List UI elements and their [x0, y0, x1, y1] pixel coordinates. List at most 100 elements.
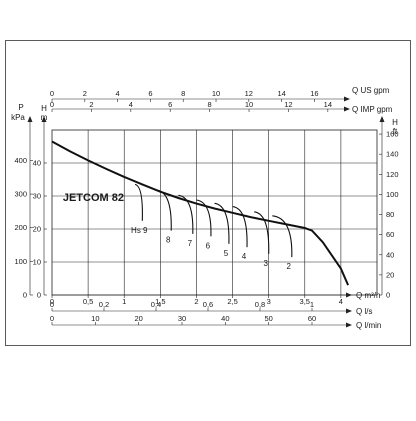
suction-curve: [196, 199, 212, 237]
suction-curve-label: Hs 9: [131, 226, 148, 235]
h-right-axis-unit: ft: [393, 127, 398, 136]
us-gpm-axis-arrow: [344, 96, 350, 102]
p-axis-arrow: [27, 116, 33, 122]
us-gpm-tick-label: 6: [148, 89, 152, 98]
ls-tick-label: 0,2: [99, 300, 109, 309]
h-right-tick-label: 140: [386, 150, 399, 159]
ls-tick-label: 0,4: [151, 300, 161, 309]
imp-gpm-tick-label: 10: [245, 100, 253, 109]
h-right-tick-label: 120: [386, 170, 399, 179]
us-gpm-tick-label: 8: [181, 89, 185, 98]
plot-area: [51, 129, 378, 296]
lmin-tick-label: 60: [308, 314, 316, 323]
lmin-axis-title: Q l/min: [356, 321, 381, 330]
chart-title: JETCOM 82: [63, 192, 124, 204]
suction-curve: [214, 202, 230, 244]
suction-curve: [232, 206, 248, 248]
ls-axis-title: Q l/s: [356, 307, 372, 316]
suction-curve-label: 8: [166, 236, 171, 245]
us-gpm-tick-label: 16: [310, 89, 318, 98]
m3h-tick-label: 1: [122, 297, 126, 306]
us-gpm-tick-label: 2: [83, 89, 87, 98]
h-left-tick-label: 0: [37, 291, 41, 300]
h-left-tick-label: 10: [33, 258, 41, 267]
us-gpm-tick-label: 10: [212, 89, 220, 98]
suction-curve: [272, 215, 293, 258]
labels-layer: 0100200300400010203040PkPaHm020406080100…: [11, 86, 398, 330]
ls-tick-label: 0: [50, 300, 54, 309]
suction-curve-label: 3: [263, 259, 268, 268]
h-right-tick-label: 40: [386, 250, 394, 259]
m3h-tick-label: 3: [267, 297, 271, 306]
m3h-tick-label: 2: [194, 297, 198, 306]
h-right-tick-label: 160: [386, 130, 399, 139]
outer-frame: [5, 40, 411, 346]
p-axis-title: P: [18, 103, 23, 112]
suction-curve: [254, 211, 270, 254]
h-right-tick-label: 100: [386, 190, 399, 199]
curves-layer: [51, 140, 350, 286]
imp-gpm-tick-label: 14: [324, 100, 332, 109]
imp-gpm-tick-label: 0: [50, 100, 54, 109]
us-gpm-tick-label: 12: [245, 89, 253, 98]
ls-tick-label: 0,6: [203, 300, 213, 309]
h-right-axis-arrow: [379, 116, 385, 122]
lmin-axis-arrow: [346, 322, 352, 328]
m3h-axis-title: Q m³/h: [356, 291, 380, 300]
p-tick-label: 400: [14, 156, 27, 165]
axes-layer: [27, 96, 385, 328]
h-left-axis-title: H: [41, 104, 47, 113]
imp-gpm-tick-label: 6: [168, 100, 172, 109]
h-right-axis-title: H: [392, 118, 398, 127]
suction-curve-label: 6: [206, 241, 211, 250]
imp-gpm-tick-label: 4: [129, 100, 133, 109]
h-left-axis-unit: m: [41, 113, 48, 122]
us-gpm-axis-title: Q US gpm: [352, 86, 390, 95]
m3h-tick-label: 1,5: [155, 297, 165, 306]
h-left-tick-label: 20: [33, 225, 41, 234]
imp-gpm-tick-label: 2: [89, 100, 93, 109]
p-tick-label: 300: [14, 190, 27, 199]
p-axis-unit: kPa: [11, 113, 25, 122]
m3h-tick-label: 0,5: [83, 297, 93, 306]
imp-gpm-tick-label: 12: [284, 100, 292, 109]
h-left-axis-arrow: [41, 116, 47, 122]
lmin-tick-label: 40: [221, 314, 229, 323]
suction-curve: [134, 183, 143, 221]
m3h-tick-label: 4: [339, 297, 343, 306]
imp-gpm-axis-title: Q IMP gpm: [352, 105, 393, 114]
ls-tick-label: 1: [310, 300, 314, 309]
h-right-tick-label: 80: [386, 210, 394, 219]
suction-curve-label: 2: [287, 262, 292, 271]
ls-axis-arrow: [346, 308, 352, 314]
h-right-tick-label: 60: [386, 230, 394, 239]
grid-layer: [52, 130, 377, 295]
suction-curve-label: 4: [242, 252, 247, 261]
m3h-tick-label: 3,5: [300, 297, 310, 306]
imp-gpm-tick-label: 8: [208, 100, 212, 109]
m3h-tick-label: 2,5: [227, 297, 237, 306]
p-tick-label: 100: [14, 257, 27, 266]
p-tick-label: 0: [23, 291, 27, 300]
m3h-tick-label: 0: [50, 297, 54, 306]
lmin-tick-label: 0: [50, 314, 54, 323]
suction-curve-label: 7: [188, 239, 193, 248]
lmin-tick-label: 20: [134, 314, 142, 323]
lmin-tick-label: 30: [178, 314, 186, 323]
m3h-axis-arrow: [346, 292, 352, 298]
h-right-tick-label: 0: [386, 291, 390, 300]
lmin-tick-label: 10: [91, 314, 99, 323]
suction-curve: [156, 189, 172, 231]
h-right-tick-label: 20: [386, 270, 394, 279]
us-gpm-tick-label: 4: [116, 89, 120, 98]
lmin-tick-label: 50: [264, 314, 272, 323]
p-tick-label: 200: [14, 223, 27, 232]
us-gpm-tick-label: 0: [50, 89, 54, 98]
suction-curve-label: 5: [224, 249, 229, 258]
h-left-tick-label: 30: [33, 192, 41, 201]
h-left-tick-label: 40: [33, 159, 41, 168]
ls-tick-label: 0,8: [255, 300, 265, 309]
main-performance-curve: [51, 140, 350, 286]
